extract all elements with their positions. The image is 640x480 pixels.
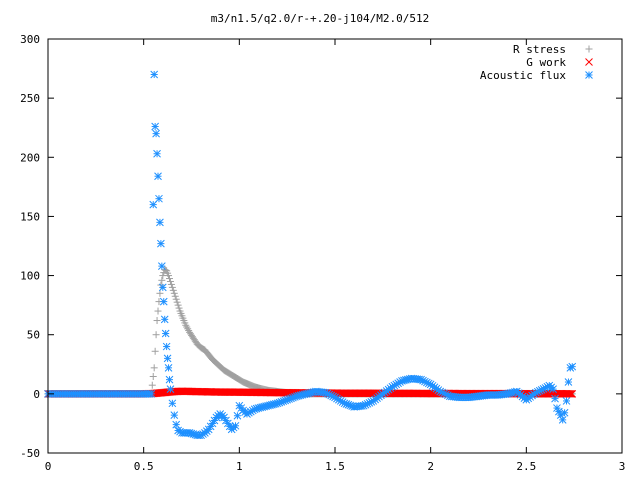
data-point — [149, 373, 157, 381]
data-point — [558, 416, 567, 424]
data-point — [168, 399, 177, 408]
data-point — [174, 301, 182, 309]
x-tick-label: 2 — [427, 460, 434, 473]
data-point — [565, 389, 573, 398]
data-point — [560, 408, 569, 417]
data-point — [158, 283, 167, 292]
data-point — [182, 321, 190, 329]
data-point — [184, 325, 192, 333]
data-point — [566, 389, 574, 398]
data-point — [172, 295, 180, 303]
x-tick-label: 0 — [45, 460, 52, 473]
data-point — [157, 262, 166, 270]
x-tick-label: 1.5 — [325, 460, 345, 473]
data-point — [162, 342, 171, 351]
data-point — [167, 280, 175, 288]
data-point — [158, 276, 166, 284]
series-r-stress — [44, 266, 576, 398]
data-point — [161, 329, 170, 338]
data-point — [165, 375, 174, 384]
data-point — [172, 420, 181, 429]
legend-marker — [585, 71, 593, 79]
data-point — [171, 292, 179, 300]
data-point — [170, 289, 178, 297]
data-point — [173, 298, 181, 306]
data-point — [153, 317, 161, 325]
data-point — [154, 172, 162, 181]
data-point — [159, 297, 168, 306]
data-marks — [44, 70, 577, 440]
x-tick-label: 0.5 — [134, 460, 154, 473]
chart-title: m3/n1.5/q2.0/r-+.20-j104/M2.0/512 — [211, 12, 430, 25]
series-acoustic-flux — [44, 70, 577, 440]
data-point — [170, 411, 179, 420]
data-point — [156, 218, 164, 227]
data-point — [152, 129, 160, 138]
y-tick-label: -50 — [20, 447, 40, 460]
legend-marker — [585, 58, 593, 66]
legend-label: G work — [526, 56, 566, 69]
y-tick-label: 300 — [20, 33, 40, 46]
data-point — [163, 354, 172, 363]
y-tick-label: 100 — [20, 270, 40, 283]
data-point — [551, 394, 559, 403]
data-point — [564, 378, 573, 386]
data-point — [151, 347, 159, 355]
x-tick-label: 3 — [619, 460, 626, 473]
y-tick-label: 0 — [33, 388, 40, 401]
data-point — [151, 122, 160, 131]
x-tick-label: 1 — [236, 460, 243, 473]
data-point — [568, 390, 577, 398]
x-tick-label: 2.5 — [516, 460, 536, 473]
legend-marker — [585, 45, 593, 53]
data-point — [155, 194, 163, 203]
data-point — [152, 331, 160, 339]
data-point — [160, 315, 169, 324]
data-point — [168, 283, 176, 291]
data-point — [568, 362, 577, 371]
data-point — [164, 363, 173, 372]
data-point — [154, 307, 162, 315]
data-point — [562, 397, 571, 405]
data-point — [183, 323, 191, 331]
y-tick-label: 200 — [20, 151, 40, 164]
data-point — [150, 364, 158, 372]
data-point — [150, 70, 159, 79]
y-tick-label: 250 — [20, 92, 40, 105]
y-tick-label: 50 — [27, 329, 40, 342]
y-tick-label: 150 — [20, 210, 40, 223]
axes: 0 0.5 1 1.5 2 2.5 3 -50 0 50 100 150 200 250 300 — [20, 33, 625, 473]
data-point — [175, 304, 183, 312]
data-point — [549, 385, 557, 393]
data-point — [153, 149, 161, 158]
data-point — [147, 390, 156, 398]
data-point — [169, 286, 177, 294]
data-point — [567, 389, 576, 398]
data-point — [165, 275, 173, 283]
data-point — [157, 239, 165, 248]
data-point — [148, 381, 156, 389]
data-point — [166, 385, 175, 393]
data-point — [156, 289, 164, 297]
legend-label: R stress — [513, 43, 566, 56]
data-point — [166, 277, 174, 285]
data-point — [165, 272, 173, 280]
data-point — [231, 421, 240, 430]
legend-label: Acoustic flux — [480, 69, 566, 82]
